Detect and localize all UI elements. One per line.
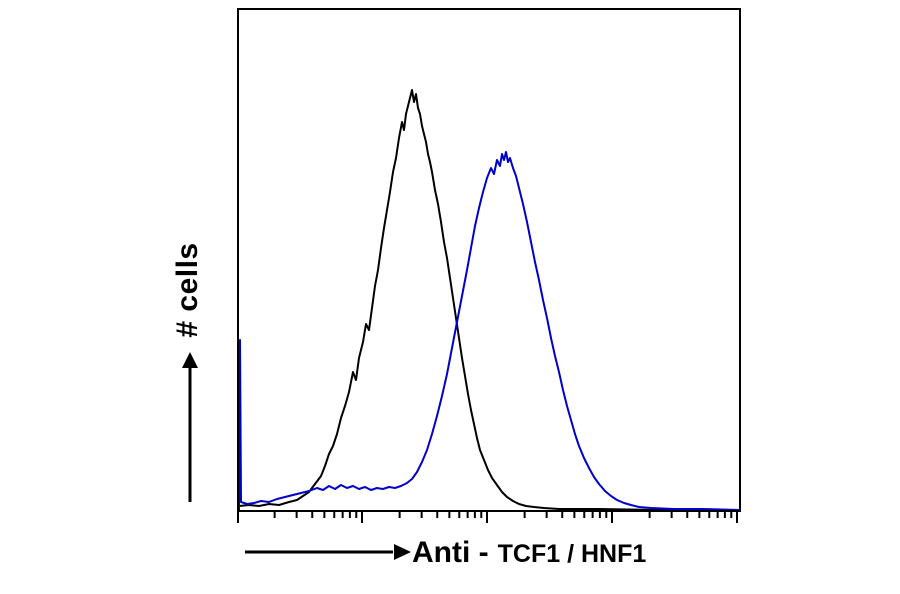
y-axis-arrow-icon (182, 352, 198, 502)
plot-area (237, 8, 741, 512)
x-axis-label-target: TCF1 / HNF1 (497, 540, 647, 568)
plot-svg (239, 89, 739, 510)
x-axis-arrow-icon (245, 544, 411, 560)
x-ticks-svg (237, 510, 738, 523)
black-curve (239, 89, 739, 510)
blue-curve (239, 151, 739, 510)
x-axis-label-prefix: Anti - (412, 536, 489, 569)
x-axis-label: Anti - TCF1 / HNF1 (412, 536, 646, 570)
